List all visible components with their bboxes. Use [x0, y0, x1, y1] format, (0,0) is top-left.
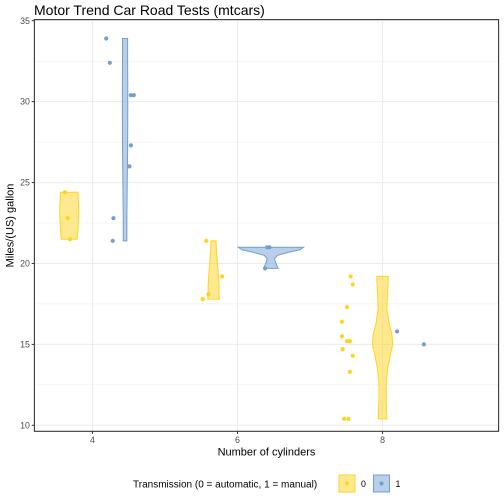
violin-4-0 [59, 191, 80, 240]
point-series-0 [65, 216, 70, 221]
legend-key-point-0 [344, 481, 350, 486]
point-series-0 [67, 237, 73, 242]
point-series-0 [350, 353, 355, 358]
legend-label-0: 0 [361, 479, 366, 489]
legend-key-point-1 [379, 481, 384, 486]
point-series-1 [128, 143, 133, 148]
y-axis: 10 15 20 25 30 35 [20, 16, 35, 430]
point-series-0 [204, 238, 209, 243]
y-tick-label: 30 [20, 97, 30, 107]
point-series-0 [200, 296, 205, 302]
legend-label-1: 1 [396, 479, 401, 489]
legend-title: Transmission (0 = automatic, 1 = manual) [133, 480, 317, 491]
point-series-0 [62, 190, 67, 195]
point-series-0 [206, 292, 211, 297]
point-series-0 [347, 339, 353, 344]
violin-8-0 [371, 275, 394, 420]
y-tick-label: 10 [20, 420, 30, 430]
point-series-1 [131, 93, 136, 98]
point-series-0 [340, 347, 345, 352]
y-tick-label: 25 [20, 178, 30, 188]
y-tick-label: 35 [20, 16, 30, 26]
violin-6-1 [236, 246, 306, 269]
x-tick-label: 6 [235, 435, 240, 445]
legend: Transmission (0 = automatic, 1 = manual)… [133, 474, 401, 493]
x-tick-label: 4 [90, 435, 95, 445]
point-series-1 [267, 245, 272, 250]
violins [59, 38, 394, 420]
y-axis-title: Miles/(US) gallon [5, 184, 17, 268]
grid [34, 19, 499, 432]
point-series-0 [350, 282, 355, 287]
point-series-1 [262, 266, 268, 271]
point-series-1 [127, 164, 132, 169]
point-series-1 [394, 329, 400, 334]
point-series-0 [339, 319, 345, 324]
x-tick-label: 8 [380, 435, 385, 445]
point-series-0 [342, 416, 347, 421]
point-series-0 [339, 334, 345, 339]
y-tick-label: 15 [20, 339, 30, 349]
point-series-0 [344, 305, 350, 310]
point-series-1 [421, 342, 426, 347]
point-series-1 [110, 238, 115, 243]
point-series-1 [104, 36, 109, 41]
x-axis-title: Number of cylinders [218, 447, 316, 459]
y-tick-label: 20 [20, 259, 30, 269]
violin-6-0 [207, 240, 220, 300]
x-axis: 4 6 8 [90, 431, 385, 445]
point-series-0 [346, 416, 351, 421]
chart-title: Motor Trend Car Road Tests (mtcars) [34, 2, 265, 18]
point-series-1 [111, 216, 116, 221]
point-series-0 [348, 274, 353, 279]
point-series-0 [347, 369, 353, 375]
point-series-1 [128, 93, 133, 98]
point-series-0 [220, 274, 225, 279]
points [62, 36, 426, 421]
violin-4-1 [121, 38, 129, 242]
point-series-1 [107, 60, 112, 65]
plot-panel-border [33, 19, 500, 432]
point-series-0 [344, 339, 350, 344]
